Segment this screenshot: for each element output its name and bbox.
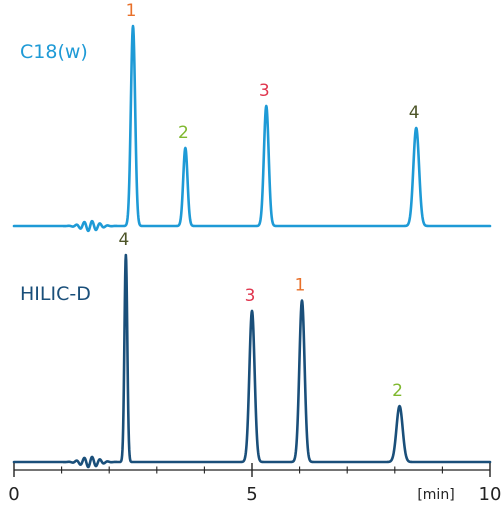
peak-label-hilic-4: 4 [118, 230, 129, 250]
peak-label-hilic-3: 3 [245, 286, 256, 306]
x-axis-unit-label: [min] [417, 487, 454, 503]
trace-label-hilic-d: HILIC-D [20, 283, 91, 305]
trace-c18w-line [12, 24, 492, 233]
peak-label-hilic-2: 2 [392, 381, 403, 401]
x-axis-ticks [13, 463, 491, 477]
trace-label-c18w: C18(w) [20, 41, 88, 63]
peak-label-hilic-1: 1 [295, 276, 306, 296]
peak-label-c18w-1: 1 [126, 1, 137, 21]
trace-c18w: C18(w) 1 2 3 4 [12, 1, 492, 233]
peak-label-c18w-2: 2 [178, 123, 189, 143]
x-tick-label-5: 5 [246, 484, 257, 505]
peak-label-c18w-4: 4 [409, 103, 420, 123]
trace-hilic-d: HILIC-D 4 3 1 2 [12, 230, 492, 469]
x-tick-label-0: 0 [8, 484, 19, 505]
x-tick-label-10: 10 [479, 484, 502, 505]
x-axis: 0 5 10 [min] [8, 463, 501, 505]
trace-hilic-d-line [12, 253, 492, 469]
peak-label-c18w-3: 3 [259, 81, 270, 101]
